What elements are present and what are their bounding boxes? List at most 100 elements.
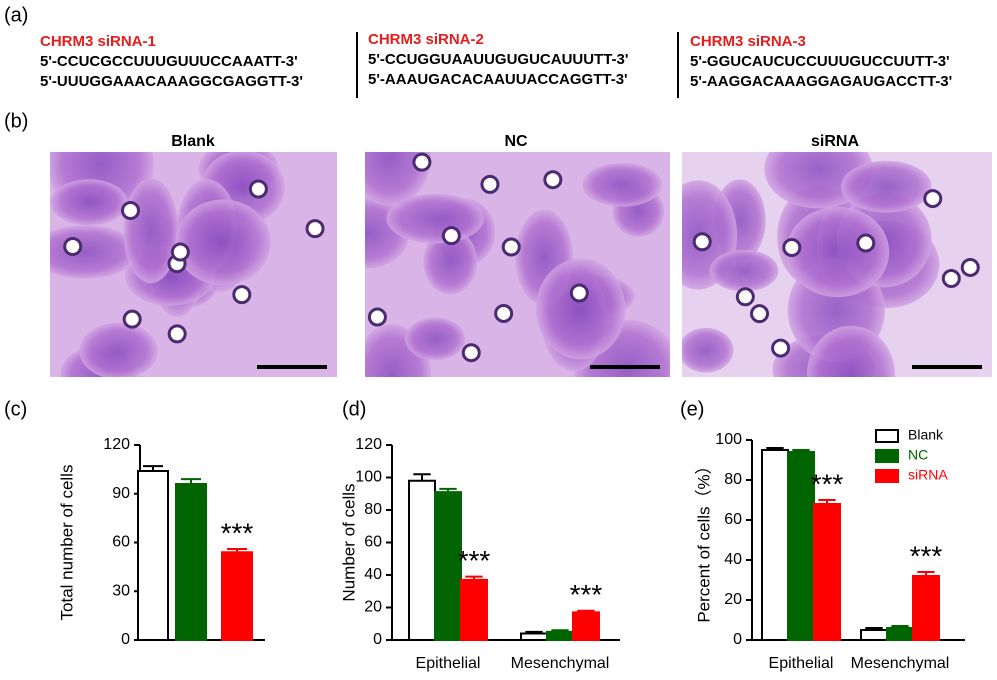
x-tick-label: Epithelial (769, 655, 834, 672)
bar (434, 491, 462, 641)
legend-swatch (875, 469, 899, 483)
cell (175, 199, 271, 286)
cell (682, 327, 734, 373)
y-tick-label: 20 (364, 599, 382, 616)
legend-label: NC (908, 447, 928, 463)
sequence-title: CHRM3 siRNA-2 (368, 31, 484, 48)
scale-bar (257, 365, 327, 369)
cells (682, 152, 980, 377)
y-tick-label: 60 (724, 511, 742, 528)
cell (786, 206, 890, 298)
y-tick-label: 20 (724, 591, 742, 608)
cell (50, 179, 128, 226)
y-tick-label: 0 (121, 631, 130, 648)
bead (122, 309, 142, 329)
annotation: *** (221, 517, 254, 548)
sequence: 5'-AAGGACAAAGGAGAUGACCTT-3' (690, 73, 952, 90)
cell (423, 229, 478, 295)
cell (50, 225, 139, 279)
bead (461, 343, 481, 363)
bead (960, 257, 980, 277)
panel-label: (e) (680, 398, 704, 420)
bead (167, 324, 187, 344)
bead (782, 238, 802, 258)
image-title: siRNA (811, 133, 859, 150)
bar (761, 449, 789, 641)
image-title: NC (504, 133, 528, 150)
y-tick-label: 30 (112, 582, 130, 599)
y-tick-label: 80 (364, 501, 382, 518)
y-tick-label: 60 (112, 534, 130, 551)
sequence-title: CHRM3 siRNA-3 (690, 33, 806, 50)
legend-label: Blank (908, 427, 944, 443)
y-tick-label: 60 (364, 534, 382, 551)
panel-label: (b) (4, 110, 28, 132)
bar (813, 503, 841, 641)
micrographs (50, 152, 992, 377)
bead (750, 304, 770, 324)
y-axis-label: Number of cells (339, 483, 358, 601)
sequence: 5'-UUUGGAAACAAAGGCGAGGTT-3' (40, 73, 303, 90)
cells (50, 152, 325, 377)
bar (520, 632, 548, 641)
bead (412, 152, 432, 172)
bar (460, 578, 488, 641)
legend-swatch (875, 449, 899, 463)
annotation: *** (910, 540, 943, 571)
bar (137, 470, 169, 641)
image-title: Blank (171, 133, 215, 150)
cell (582, 162, 663, 207)
bead (367, 307, 387, 327)
annotation: *** (570, 579, 603, 610)
cells (365, 152, 670, 377)
bar (787, 451, 815, 641)
sequence: 5'-CCUGGUAAUUGUGUCAUUUTT-3' (368, 51, 628, 68)
bead (543, 170, 563, 190)
panel-label: (d) (342, 398, 366, 420)
x-tick-label: Epithelial (416, 655, 481, 672)
bead (441, 226, 461, 246)
bar (546, 630, 574, 641)
bead (63, 237, 83, 257)
y-axis-label: Total number of cells (57, 465, 76, 621)
cell (840, 160, 932, 213)
bead (248, 179, 268, 199)
cell (405, 317, 466, 361)
bar (175, 483, 207, 641)
sequence: 5'-AAAUGACACAAUUACCAGGTT-3' (368, 71, 628, 88)
bead (121, 201, 141, 221)
y-tick-label: 0 (373, 631, 382, 648)
bead (232, 285, 252, 305)
x-tick-label: Mesenchymal (851, 655, 950, 672)
bead (569, 283, 589, 303)
bead (480, 174, 500, 194)
y-tick-label: 120 (103, 436, 130, 453)
bead (170, 242, 190, 262)
panel-label: (a) (4, 4, 28, 26)
cell (806, 325, 896, 377)
x-tick-label: Mesenchymal (511, 655, 610, 672)
bar (221, 551, 253, 641)
y-tick-label: 0 (733, 631, 742, 648)
bar (886, 627, 914, 641)
y-tick-label: 120 (355, 436, 382, 453)
bead (501, 237, 521, 257)
y-tick-label: 80 (724, 471, 742, 488)
sequence-title: CHRM3 siRNA-1 (40, 33, 156, 50)
sequence: 5'-CCUCGCCUUUGUUUCCAAATT-3' (40, 53, 298, 70)
cell (535, 258, 626, 360)
bead (692, 232, 712, 252)
cell (709, 249, 779, 292)
cell (79, 322, 158, 377)
bead (494, 303, 514, 323)
bead (856, 233, 876, 253)
legend-label: siRNA (908, 467, 948, 483)
y-tick-label: 100 (715, 431, 742, 448)
legend-swatch (875, 429, 899, 443)
cell (386, 193, 484, 244)
bar (572, 611, 600, 641)
annotation: *** (458, 545, 491, 576)
scale-bar (590, 365, 660, 369)
y-tick-label: 100 (355, 469, 382, 486)
